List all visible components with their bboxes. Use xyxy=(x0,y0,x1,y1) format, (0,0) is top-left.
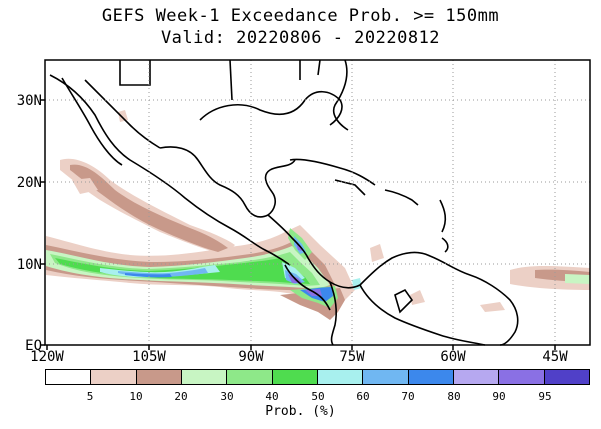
colorbar-cell xyxy=(227,370,273,384)
colorbar xyxy=(45,369,590,385)
lat-label-eq: EQ xyxy=(25,338,42,354)
lon-label-90w: 90W xyxy=(238,349,264,365)
lat-label-20n: 20N xyxy=(16,175,42,191)
lon-label-120w: 120W xyxy=(30,349,64,365)
lon-label-75w: 75W xyxy=(339,349,365,365)
colorbar-cell xyxy=(453,370,500,384)
lat-label-30n: 30N xyxy=(16,93,42,109)
colorbar-label: 30 xyxy=(220,390,234,403)
colorbar-cell xyxy=(544,370,589,384)
colorbar-cell xyxy=(499,370,545,384)
coastlines xyxy=(49,59,519,346)
colorbar-cell xyxy=(363,370,409,384)
colorbar-cell xyxy=(181,370,228,384)
map-frame xyxy=(44,59,591,346)
colorbar-label: 60 xyxy=(356,390,370,403)
colorbar-unit: Prob. (%) xyxy=(265,404,336,419)
colorbar-label: 40 xyxy=(265,390,279,403)
colorbar-label: 95 xyxy=(538,390,552,403)
lon-label-60w: 60W xyxy=(440,349,466,365)
axis-ticks xyxy=(40,99,556,350)
lon-label-45w: 45W xyxy=(542,349,568,365)
colorbar-label: 80 xyxy=(447,390,461,403)
colorbar-cell xyxy=(317,370,364,384)
colorbar-cell xyxy=(91,370,137,384)
probability-shading xyxy=(46,110,590,320)
lon-label-105w: 105W xyxy=(132,349,166,365)
colorbar-cell xyxy=(46,370,92,384)
colorbar-label: 90 xyxy=(492,390,506,403)
colorbar-label: 70 xyxy=(401,390,415,403)
colorbar-label: 5 xyxy=(86,390,94,403)
colorbar-cell xyxy=(408,370,454,384)
colorbar-label: 20 xyxy=(174,390,188,403)
colorbar-cell xyxy=(136,370,182,384)
graticule xyxy=(45,60,590,345)
colorbar-label: 50 xyxy=(311,390,325,403)
chart-subtitle: Valid: 20220806 - 20220812 xyxy=(160,28,441,48)
colorbar-cell xyxy=(272,370,318,384)
chart-title: GEFS Week-1 Exceedance Prob. >= 150mm xyxy=(101,6,500,26)
colorbar-label: 10 xyxy=(129,390,143,403)
lat-label-10n: 10N xyxy=(16,257,42,273)
